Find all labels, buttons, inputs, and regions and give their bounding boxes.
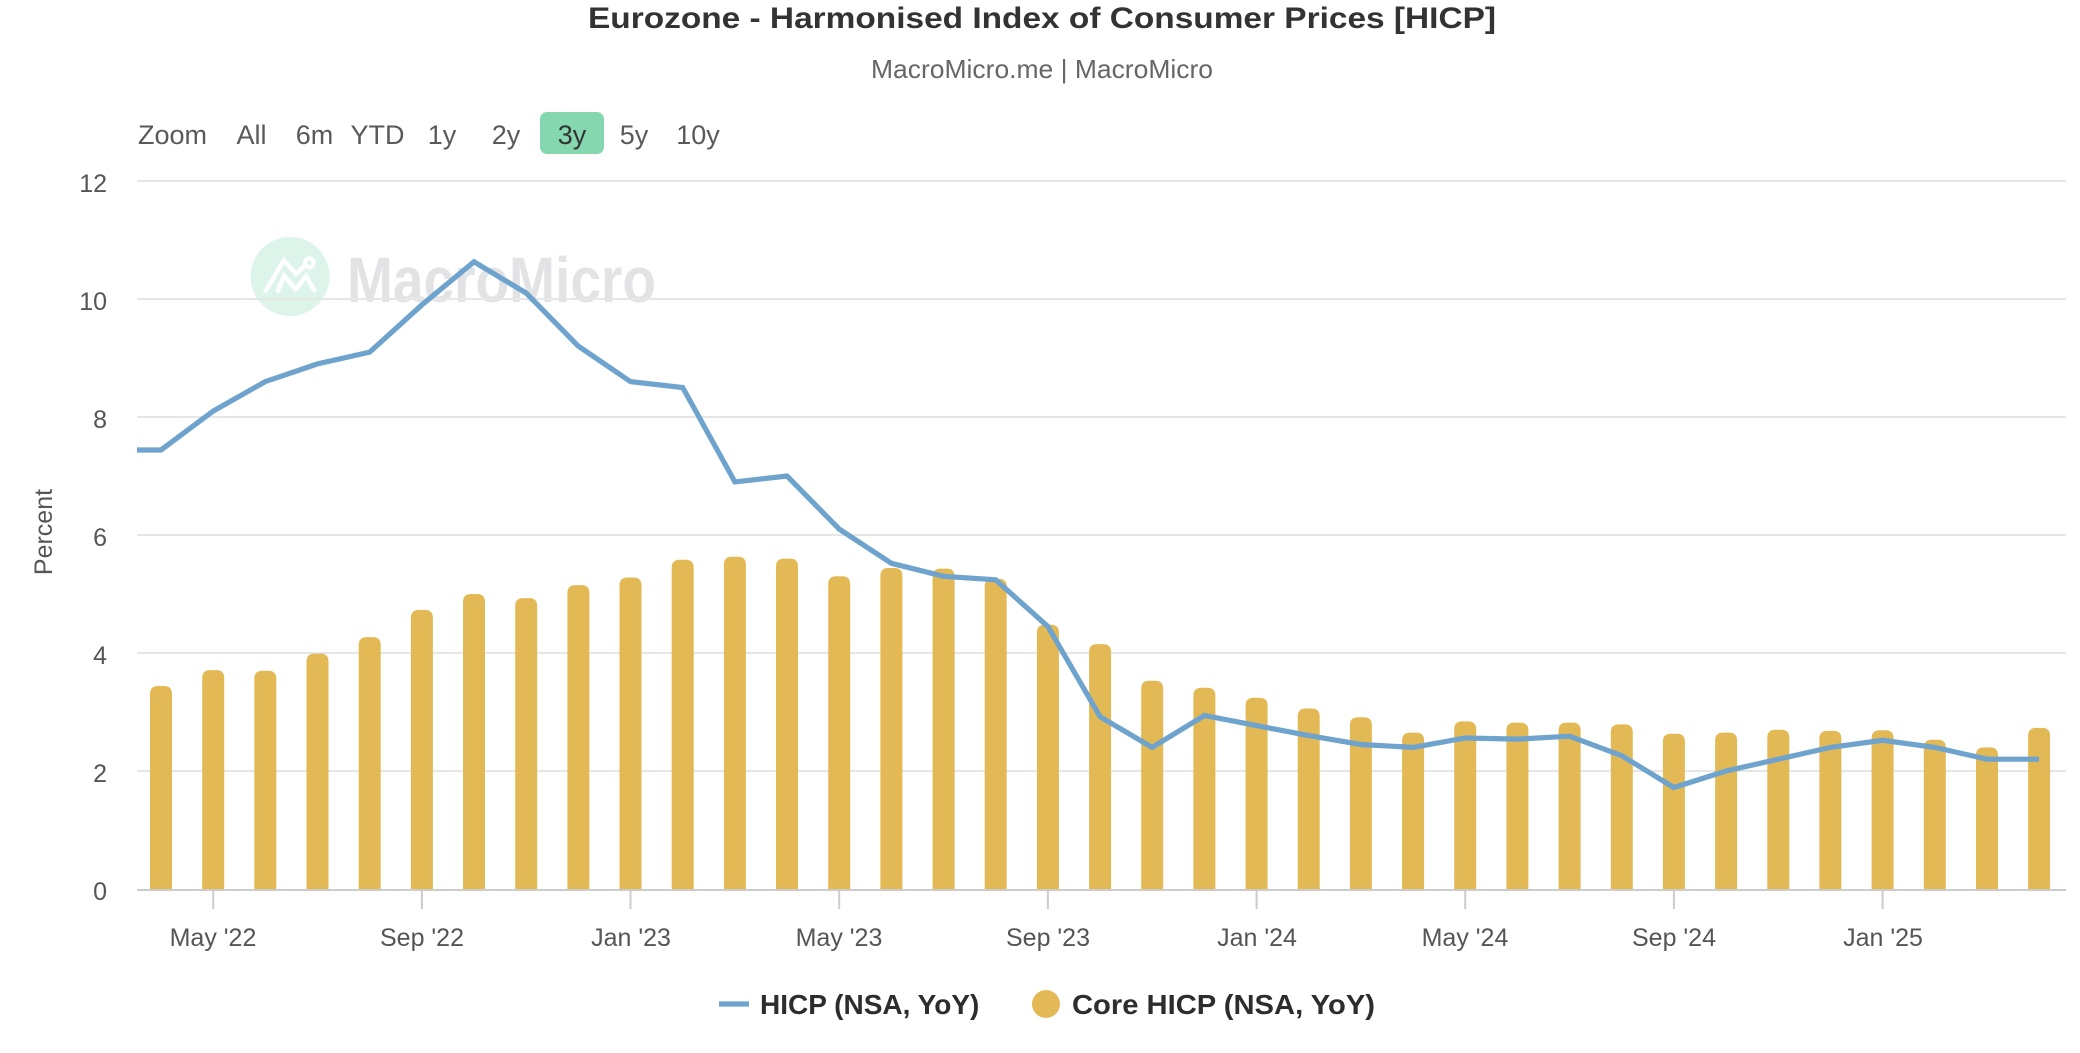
svg-text:2y: 2y xyxy=(492,120,521,150)
svg-text:6: 6 xyxy=(93,524,107,552)
svg-text:Jan '23: Jan '23 xyxy=(591,924,671,952)
svg-text:1y: 1y xyxy=(428,120,457,150)
svg-text:HICP (NSA, YoY): HICP (NSA, YoY) xyxy=(760,989,979,1020)
svg-text:3y: 3y xyxy=(558,120,587,150)
svg-text:0: 0 xyxy=(93,878,107,906)
svg-text:Percent: Percent xyxy=(30,489,58,575)
svg-text:Eurozone - Harmonised Index of: Eurozone - Harmonised Index of Consumer … xyxy=(588,2,1496,35)
svg-text:8: 8 xyxy=(93,406,107,434)
svg-text:Jan '25: Jan '25 xyxy=(1843,924,1923,952)
svg-text:May '23: May '23 xyxy=(796,924,883,952)
svg-text:2: 2 xyxy=(93,760,107,788)
svg-text:MacroMicro.me | MacroMicro: MacroMicro.me | MacroMicro xyxy=(871,54,1213,84)
svg-text:4: 4 xyxy=(93,642,107,670)
svg-text:Sep '23: Sep '23 xyxy=(1006,924,1090,952)
svg-text:May '22: May '22 xyxy=(170,924,257,952)
svg-text:10: 10 xyxy=(79,288,107,316)
svg-text:YTD: YTD xyxy=(351,120,405,150)
svg-text:Sep '24: Sep '24 xyxy=(1632,924,1716,952)
svg-text:May '24: May '24 xyxy=(1422,924,1509,952)
svg-text:10y: 10y xyxy=(676,120,720,150)
svg-text:12: 12 xyxy=(79,170,107,198)
svg-text:5y: 5y xyxy=(620,120,649,150)
svg-text:Zoom: Zoom xyxy=(138,120,207,150)
svg-text:6m: 6m xyxy=(296,120,334,150)
svg-text:Jan '24: Jan '24 xyxy=(1217,924,1297,952)
svg-text:Sep '22: Sep '22 xyxy=(380,924,464,952)
svg-text:Core HICP (NSA, YoY): Core HICP (NSA, YoY) xyxy=(1072,989,1375,1020)
svg-text:All: All xyxy=(236,120,266,150)
